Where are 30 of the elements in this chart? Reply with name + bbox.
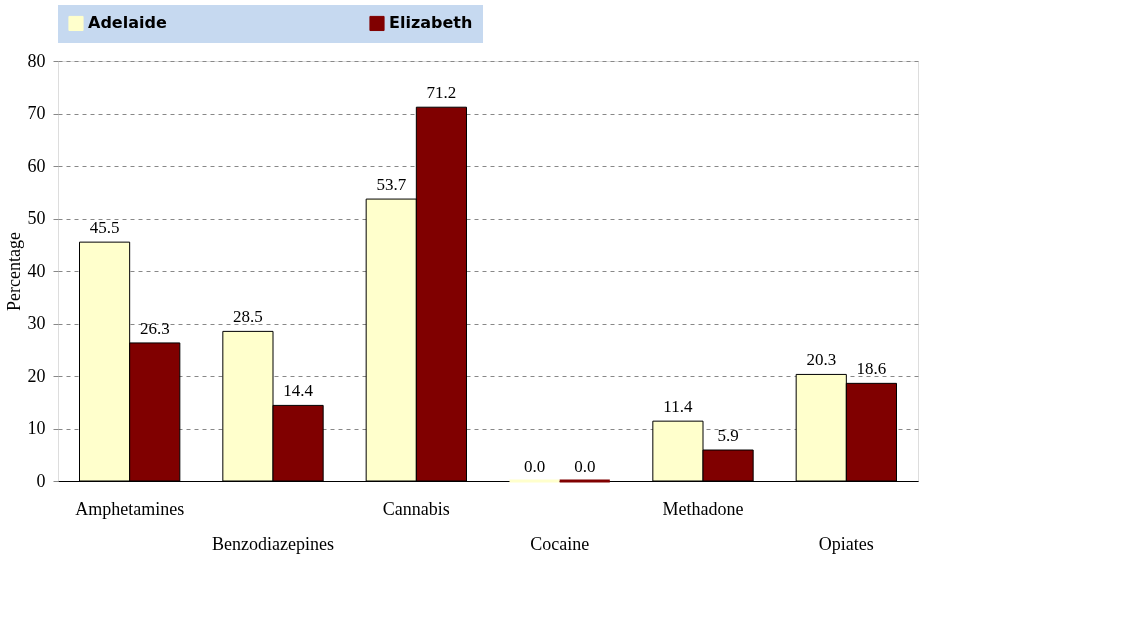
y-tick-label: 70 <box>27 103 46 123</box>
data-label: 0.0 <box>574 457 596 476</box>
y-tick-label: 20 <box>27 365 46 386</box>
y-tick-label: 30 <box>27 313 46 333</box>
data-label: 0.0 <box>523 457 546 476</box>
y-tick-label: 80 <box>27 50 46 71</box>
data-label: 45.5 <box>89 218 120 238</box>
data-label: 5.9 <box>717 426 739 446</box>
data-label: 11.4 <box>663 397 693 417</box>
data-label: 71.2 <box>426 83 457 103</box>
x-tick-label: Cocaine <box>530 534 590 554</box>
y-tick-label: 50 <box>27 208 46 228</box>
data-label: 26.3 <box>139 318 170 338</box>
y-tick-label: 60 <box>27 155 46 176</box>
y-tick-label: 10 <box>27 418 46 438</box>
y-tick-label: 40 <box>27 260 46 281</box>
y-tick-label: 0 <box>36 470 46 491</box>
legend-label: Elizabeth <box>389 13 473 33</box>
data-label: 18.6 <box>856 359 887 379</box>
legend-label: Adelaide <box>88 13 167 33</box>
x-tick-label: Opiates <box>818 534 874 554</box>
x-tick-label: Benzodiazepines <box>212 534 334 554</box>
data-label: 20.3 <box>806 350 837 370</box>
data-label: 53.7 <box>376 175 407 195</box>
x-tick-label: Cannabis <box>382 499 450 519</box>
data-label: 14.4 <box>283 381 314 401</box>
x-tick-label: Methadone <box>662 499 744 519</box>
data-label: 28.5 <box>233 307 263 327</box>
y-axis-title: Percentage <box>3 232 24 311</box>
x-tick-label: Amphetamines <box>75 499 185 519</box>
